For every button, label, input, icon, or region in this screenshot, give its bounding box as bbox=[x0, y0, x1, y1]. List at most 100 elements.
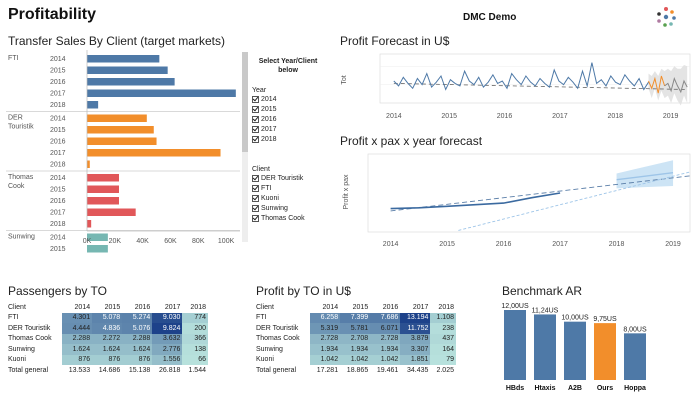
transfer-chart-title: Transfer Sales By Client (target markets… bbox=[8, 34, 225, 48]
column-header: 2017 bbox=[412, 303, 429, 311]
client-option[interactable]: Thomas Cook bbox=[252, 213, 324, 223]
profit-cell: 3.879 bbox=[400, 333, 431, 344]
profit-cell: 238 bbox=[430, 323, 456, 334]
total-cell: 15.138 bbox=[128, 366, 151, 374]
checkbox-checked-icon[interactable] bbox=[252, 174, 259, 182]
demo-name: DMC Demo bbox=[463, 12, 517, 23]
checkbox-checked-icon[interactable] bbox=[252, 105, 259, 113]
table-row: Kuoni 1.042 1.042 1.042 1.851 79 bbox=[256, 354, 456, 365]
year-option[interactable]: 2014 bbox=[252, 94, 324, 104]
table-row: Thomas Cook 2.728 2.708 2.728 3.879 437 bbox=[256, 333, 456, 344]
year-row-label: 2018 bbox=[50, 162, 66, 169]
dots-logo-icon bbox=[657, 7, 676, 27]
year-filter: Year 2014 2015 2016 2017 2018 bbox=[252, 87, 324, 144]
transfer-bar bbox=[87, 55, 160, 63]
benchmark-title: Benchmark AR bbox=[502, 284, 583, 298]
passengers-cell: 2.288 bbox=[122, 333, 153, 344]
transfer-bar bbox=[87, 185, 119, 193]
year-row-label: 2014 bbox=[50, 56, 66, 63]
total-cell: 1.544 bbox=[188, 366, 206, 374]
year-option[interactable]: 2018 bbox=[252, 134, 324, 144]
checkbox-checked-icon[interactable] bbox=[252, 125, 259, 133]
profit-cell: 11.752 bbox=[400, 323, 431, 334]
table-row: DER Touristik 5.319 5.781 6.071 11.752 238 bbox=[256, 323, 456, 334]
passengers-cell: 9.824 bbox=[152, 323, 183, 334]
checkbox-checked-icon[interactable] bbox=[252, 184, 259, 192]
column-header: Client bbox=[256, 303, 274, 311]
x-tick-label: 0K bbox=[83, 238, 92, 245]
passengers-cell: 4.444 bbox=[62, 323, 93, 334]
client-option-label: FTI bbox=[261, 184, 272, 192]
passengers-cell: 774 bbox=[182, 312, 208, 323]
passengers-cell: 876 bbox=[92, 354, 123, 365]
x-tick-label: 2014 bbox=[383, 241, 399, 248]
year-row-label: 2014 bbox=[50, 175, 66, 182]
profit-cell: 2.728 bbox=[310, 333, 341, 344]
checkbox-checked-icon[interactable] bbox=[252, 204, 259, 212]
client-option[interactable]: Sunwing bbox=[252, 203, 324, 213]
row-label: Thomas Cook bbox=[256, 335, 300, 343]
transfer-sales-chart: FTI 2014 2015 2016 2017 2018 DER Touristik 2014 2… bbox=[6, 50, 240, 253]
profit-title: Profit by TO in U$ bbox=[256, 284, 351, 298]
year-row-label: 2016 bbox=[50, 139, 66, 146]
row-label: Sunwing bbox=[256, 345, 283, 353]
year-option[interactable]: 2016 bbox=[252, 114, 324, 124]
year-row-label: 2017 bbox=[50, 150, 66, 157]
passengers-cell: 5.274 bbox=[122, 312, 153, 323]
benchmark-category-label: Hoppa bbox=[624, 385, 646, 392]
total-cell: 2.025 bbox=[436, 366, 454, 374]
column-header: 2016 bbox=[134, 303, 151, 311]
passengers-cell: 366 bbox=[182, 333, 208, 344]
checkbox-checked-icon[interactable] bbox=[252, 135, 259, 143]
row-label: FTI bbox=[8, 314, 19, 322]
table-row: DER Touristik 4.444 4.836 5.076 9.824 200 bbox=[8, 323, 208, 334]
plot-frame bbox=[367, 153, 691, 233]
pax-forecast-chart-title: Profit x pax x year forecast bbox=[340, 134, 483, 148]
total-cell: 14.686 bbox=[98, 366, 121, 374]
y-axis-label: Tot bbox=[341, 75, 348, 84]
profit-cell: 1.108 bbox=[430, 312, 456, 323]
pax-actual-line bbox=[390, 192, 561, 210]
passengers-cell: 2.776 bbox=[152, 344, 183, 355]
year-row-label: 2017 bbox=[50, 210, 66, 217]
checkbox-checked-icon[interactable] bbox=[252, 194, 259, 202]
row-label: Thomas Cook bbox=[8, 335, 52, 343]
transfer-bar bbox=[87, 89, 236, 97]
passengers-cell: 9.030 bbox=[152, 312, 183, 323]
client-option[interactable]: Kuoni bbox=[252, 193, 324, 203]
page-title: Profitability bbox=[8, 6, 97, 23]
benchmark-value-label: 10,00US bbox=[561, 315, 589, 322]
checkbox-checked-icon[interactable] bbox=[252, 115, 259, 123]
actual-series-line bbox=[393, 62, 649, 91]
transfer-bar bbox=[87, 66, 168, 74]
benchmark-bar bbox=[594, 323, 616, 380]
x-tick-label: 2019 bbox=[665, 241, 681, 248]
year-option[interactable]: 2017 bbox=[252, 124, 324, 134]
forecast-series-line bbox=[648, 75, 666, 94]
client-option[interactable]: DER Touristik bbox=[252, 173, 324, 183]
passengers-cell: 876 bbox=[62, 354, 93, 365]
year-row-label: 2015 bbox=[50, 127, 66, 134]
year-option[interactable]: 2015 bbox=[252, 104, 324, 114]
total-cell: 34.435 bbox=[407, 366, 429, 374]
checkbox-checked-icon[interactable] bbox=[252, 214, 259, 222]
transfer-bar bbox=[87, 174, 119, 182]
benchmark-value-label: 11,24US bbox=[532, 307, 559, 314]
passengers-title: Passengers by TO bbox=[8, 284, 107, 298]
total-cell: 19.461 bbox=[376, 366, 399, 374]
checkbox-checked-icon[interactable] bbox=[252, 95, 259, 103]
year-row-label: 2018 bbox=[50, 102, 66, 109]
year-row-label: 2018 bbox=[50, 221, 66, 228]
passengers-cell: 1.556 bbox=[152, 354, 183, 365]
row-label: Sunwing bbox=[8, 345, 35, 353]
passengers-cell: 2.288 bbox=[62, 333, 93, 344]
pax-forecast-line bbox=[616, 172, 674, 181]
table-row: FTI 4.301 5.078 5.274 9.030 774 bbox=[8, 312, 208, 323]
client-option[interactable]: FTI bbox=[252, 183, 324, 193]
profit-forecast-chart: 2014 2015 2016 2017 2018 2019 Tot bbox=[341, 53, 691, 120]
pax-forecast-chart: 2014 2015 2016 2017 2018 2019 Profit x pax bbox=[343, 153, 691, 248]
profit-cell: 437 bbox=[430, 333, 456, 344]
transfer-scroll-thumb[interactable] bbox=[242, 52, 248, 152]
pax-trend-line bbox=[390, 175, 691, 212]
year-option-label: 2016 bbox=[261, 115, 277, 123]
